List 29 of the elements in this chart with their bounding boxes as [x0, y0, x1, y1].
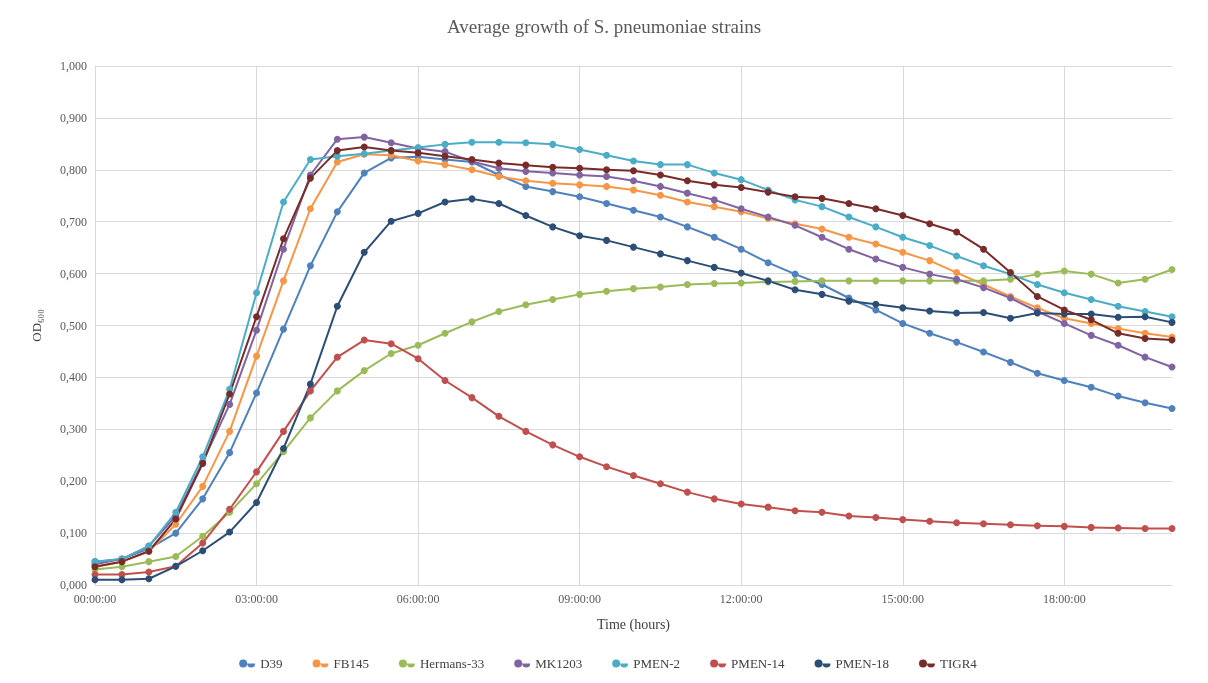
x-tick-label: 18:00:00: [1042, 592, 1086, 606]
y-tick-label: 0,800: [60, 162, 87, 177]
y-tick-label: 1,000: [60, 59, 87, 73]
x-tick-label: 15:00:00: [881, 592, 925, 606]
x-axis-title: Time (hours): [597, 616, 671, 633]
legend-label: MK1203: [535, 656, 583, 671]
legend-label: PMEN-18: [835, 656, 890, 671]
y-tick-label: 0,900: [60, 110, 87, 125]
legend-label: PMEN-2: [633, 656, 681, 671]
x-tick-label: 06:00:00: [396, 592, 440, 606]
y-tick-label: 0,400: [60, 370, 87, 385]
legend-label: PMEN-14: [731, 656, 786, 671]
x-tick-label: 09:00:00: [558, 592, 601, 606]
legend-label: TIGR4: [940, 656, 978, 671]
y-tick-label: 0,100: [60, 526, 87, 541]
y-tick-label: 0,200: [60, 474, 87, 489]
legend-label: Hermans-33: [419, 656, 485, 671]
y-tick-label: 0,300: [60, 422, 87, 437]
y-tick-label: 0,700: [60, 214, 87, 229]
y-axis-title: OD₆₀₀: [29, 309, 44, 342]
chart-title: Average growth of S. pneumoniae strains: [446, 16, 762, 37]
x-tick-label: 03:00:00: [235, 592, 278, 606]
y-tick-label: 0,600: [60, 266, 87, 281]
y-tick-label: 0,000: [60, 578, 87, 592]
y-tick-label: 0,500: [60, 318, 87, 333]
x-tick-label: 00:00:00: [73, 592, 117, 606]
legend-label: FB145: [333, 656, 369, 671]
x-tick-label: 12:00:00: [719, 592, 763, 606]
legend-label: D39: [260, 656, 283, 671]
